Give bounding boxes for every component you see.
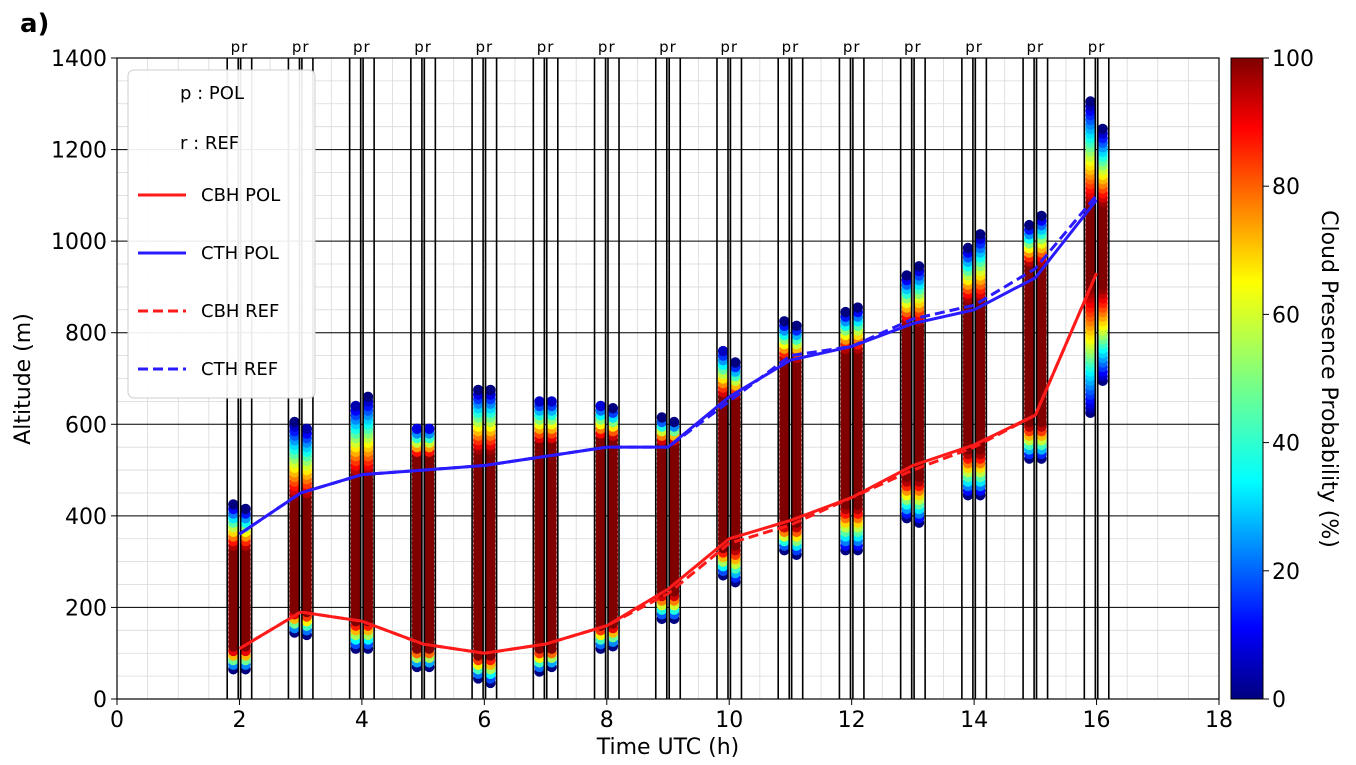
column-marker-label: pr: [1026, 38, 1044, 56]
column-marker-label: pr: [904, 38, 922, 56]
series-cth-ref: [238, 194, 1098, 536]
series-cbh-ref: [238, 272, 1098, 655]
x-axis-label: Time UTC (h): [596, 735, 740, 760]
column-marker-label: pr: [1088, 38, 1106, 56]
profile-column-ref-point: [1097, 123, 1108, 135]
profile-column-ref-point: [424, 423, 435, 435]
profile-column-ref-point: [301, 423, 312, 435]
panel-label: a): [20, 9, 49, 39]
profile-column-ref-point: [668, 416, 680, 428]
probability-profiles: [228, 96, 1108, 689]
profile-column-ref-point: [240, 503, 251, 515]
legend: p : POL r : REF CBH POL CTH POL CBH REF CTH…: [127, 69, 316, 399]
profile-boundary-lines: [226, 58, 1110, 699]
colorbar-tick-label: 20: [1272, 560, 1300, 585]
x-tick-label: 18: [1205, 708, 1233, 733]
column-markers: pr pr pr pr pr pr pr pr pr pr pr pr pr pr pr: [231, 38, 1106, 56]
column-marker-label: pr: [231, 38, 249, 56]
y-axis-ticks: 0 200 400 600 800 1000 1200 1400: [51, 47, 117, 713]
y-tick-label: 200: [65, 596, 107, 621]
y-tick-label: 1400: [51, 47, 107, 72]
column-marker-label: pr: [353, 38, 371, 56]
column-marker-label: pr: [414, 38, 432, 56]
x-tick-label: 4: [355, 708, 369, 733]
colorbar-tick-label: 60: [1272, 303, 1300, 328]
profile-column-ref-point: [791, 320, 802, 332]
y-tick-label: 0: [93, 688, 107, 713]
profile-column-ref-point: [852, 302, 863, 313]
colorbar-tick-label: 80: [1272, 175, 1300, 200]
plot-frame: [116, 57, 1220, 700]
profile-column-pol-point: [534, 396, 545, 407]
column-marker-label: pr: [843, 38, 861, 56]
x-tick-label: 8: [600, 708, 614, 733]
profile-column-ref-point: [1036, 210, 1047, 222]
column-marker-label: pr: [537, 38, 555, 56]
colorbar-tick-label: 40: [1272, 432, 1300, 457]
profile-column-ref-point: [546, 396, 557, 407]
colorbar-gradient: [1230, 57, 1264, 700]
profile-column-pol-point: [901, 270, 912, 281]
profile-column-pol-point: [595, 400, 606, 412]
x-tick-label: 14: [960, 708, 988, 733]
profile-column-ref-point: [607, 403, 619, 414]
y-axis-label: Altitude (m): [11, 313, 36, 445]
legend-item-label: CTH REF: [201, 359, 278, 380]
legend-note-r: r : REF: [180, 133, 239, 154]
legend-item-label: CTH POL: [201, 243, 279, 264]
column-marker-label: pr: [782, 38, 800, 56]
profile-column-pol-point: [228, 499, 239, 510]
y-tick-label: 1000: [51, 230, 107, 255]
legend-item-label: CBH POL: [201, 185, 280, 206]
x-tick-label: 10: [715, 708, 743, 733]
profile-column-pol-point: [656, 412, 668, 423]
profile-column-pol-point: [411, 423, 423, 435]
x-tick-label: 2: [232, 708, 246, 733]
profile-column-pol-point: [473, 384, 484, 396]
colorbar-tick-label: 0: [1272, 688, 1286, 713]
x-tick-label: 12: [838, 708, 866, 733]
x-tick-label: 0: [110, 708, 124, 733]
x-tick-label: 16: [1083, 708, 1111, 733]
y-tick-label: 400: [65, 505, 107, 530]
y-tick-label: 600: [65, 413, 107, 438]
profile-column-pol-point: [717, 345, 729, 357]
column-marker-label: pr: [965, 38, 983, 56]
profile-column-pol-point: [1085, 96, 1096, 107]
legend-note-p: p : POL: [180, 83, 244, 104]
x-tick-label: 6: [477, 708, 491, 733]
profile-column-pol-point: [962, 242, 974, 254]
colorbar-label: Cloud Presence Probability (%): [1316, 210, 1341, 548]
series-lines: [238, 194, 1098, 655]
profile-column-pol-point: [350, 400, 361, 412]
profile-column-pol-point: [289, 416, 300, 428]
column-marker-label: pr: [720, 38, 738, 56]
profile-column-ref-point: [362, 391, 374, 403]
profile-column-pol-point: [840, 306, 851, 318]
column-marker-label: pr: [598, 38, 616, 56]
colorbar-tick-label: 100: [1272, 47, 1314, 72]
column-marker-label: pr: [659, 38, 677, 56]
y-tick-label: 800: [65, 322, 107, 347]
colorbar: 0 20 40 60 80 100 Cloud Presence Probability …: [1230, 47, 1341, 713]
column-marker-label: pr: [475, 38, 493, 56]
profile-column-ref-point: [975, 229, 986, 240]
profile-column-ref-point: [730, 357, 741, 368]
legend-item-label: CBH REF: [201, 301, 279, 322]
profile-column-pol-point: [779, 316, 790, 327]
profile-column-pol-point: [1024, 219, 1035, 231]
x-axis-ticks: 0 2 4 6 8 10 12 14 16 18: [110, 699, 1233, 733]
profile-column-ref-point: [913, 261, 925, 272]
y-tick-label: 1200: [51, 139, 107, 164]
profile-column-ref-point: [485, 384, 496, 396]
column-marker-label: pr: [292, 38, 310, 56]
legend-box: [127, 69, 316, 399]
